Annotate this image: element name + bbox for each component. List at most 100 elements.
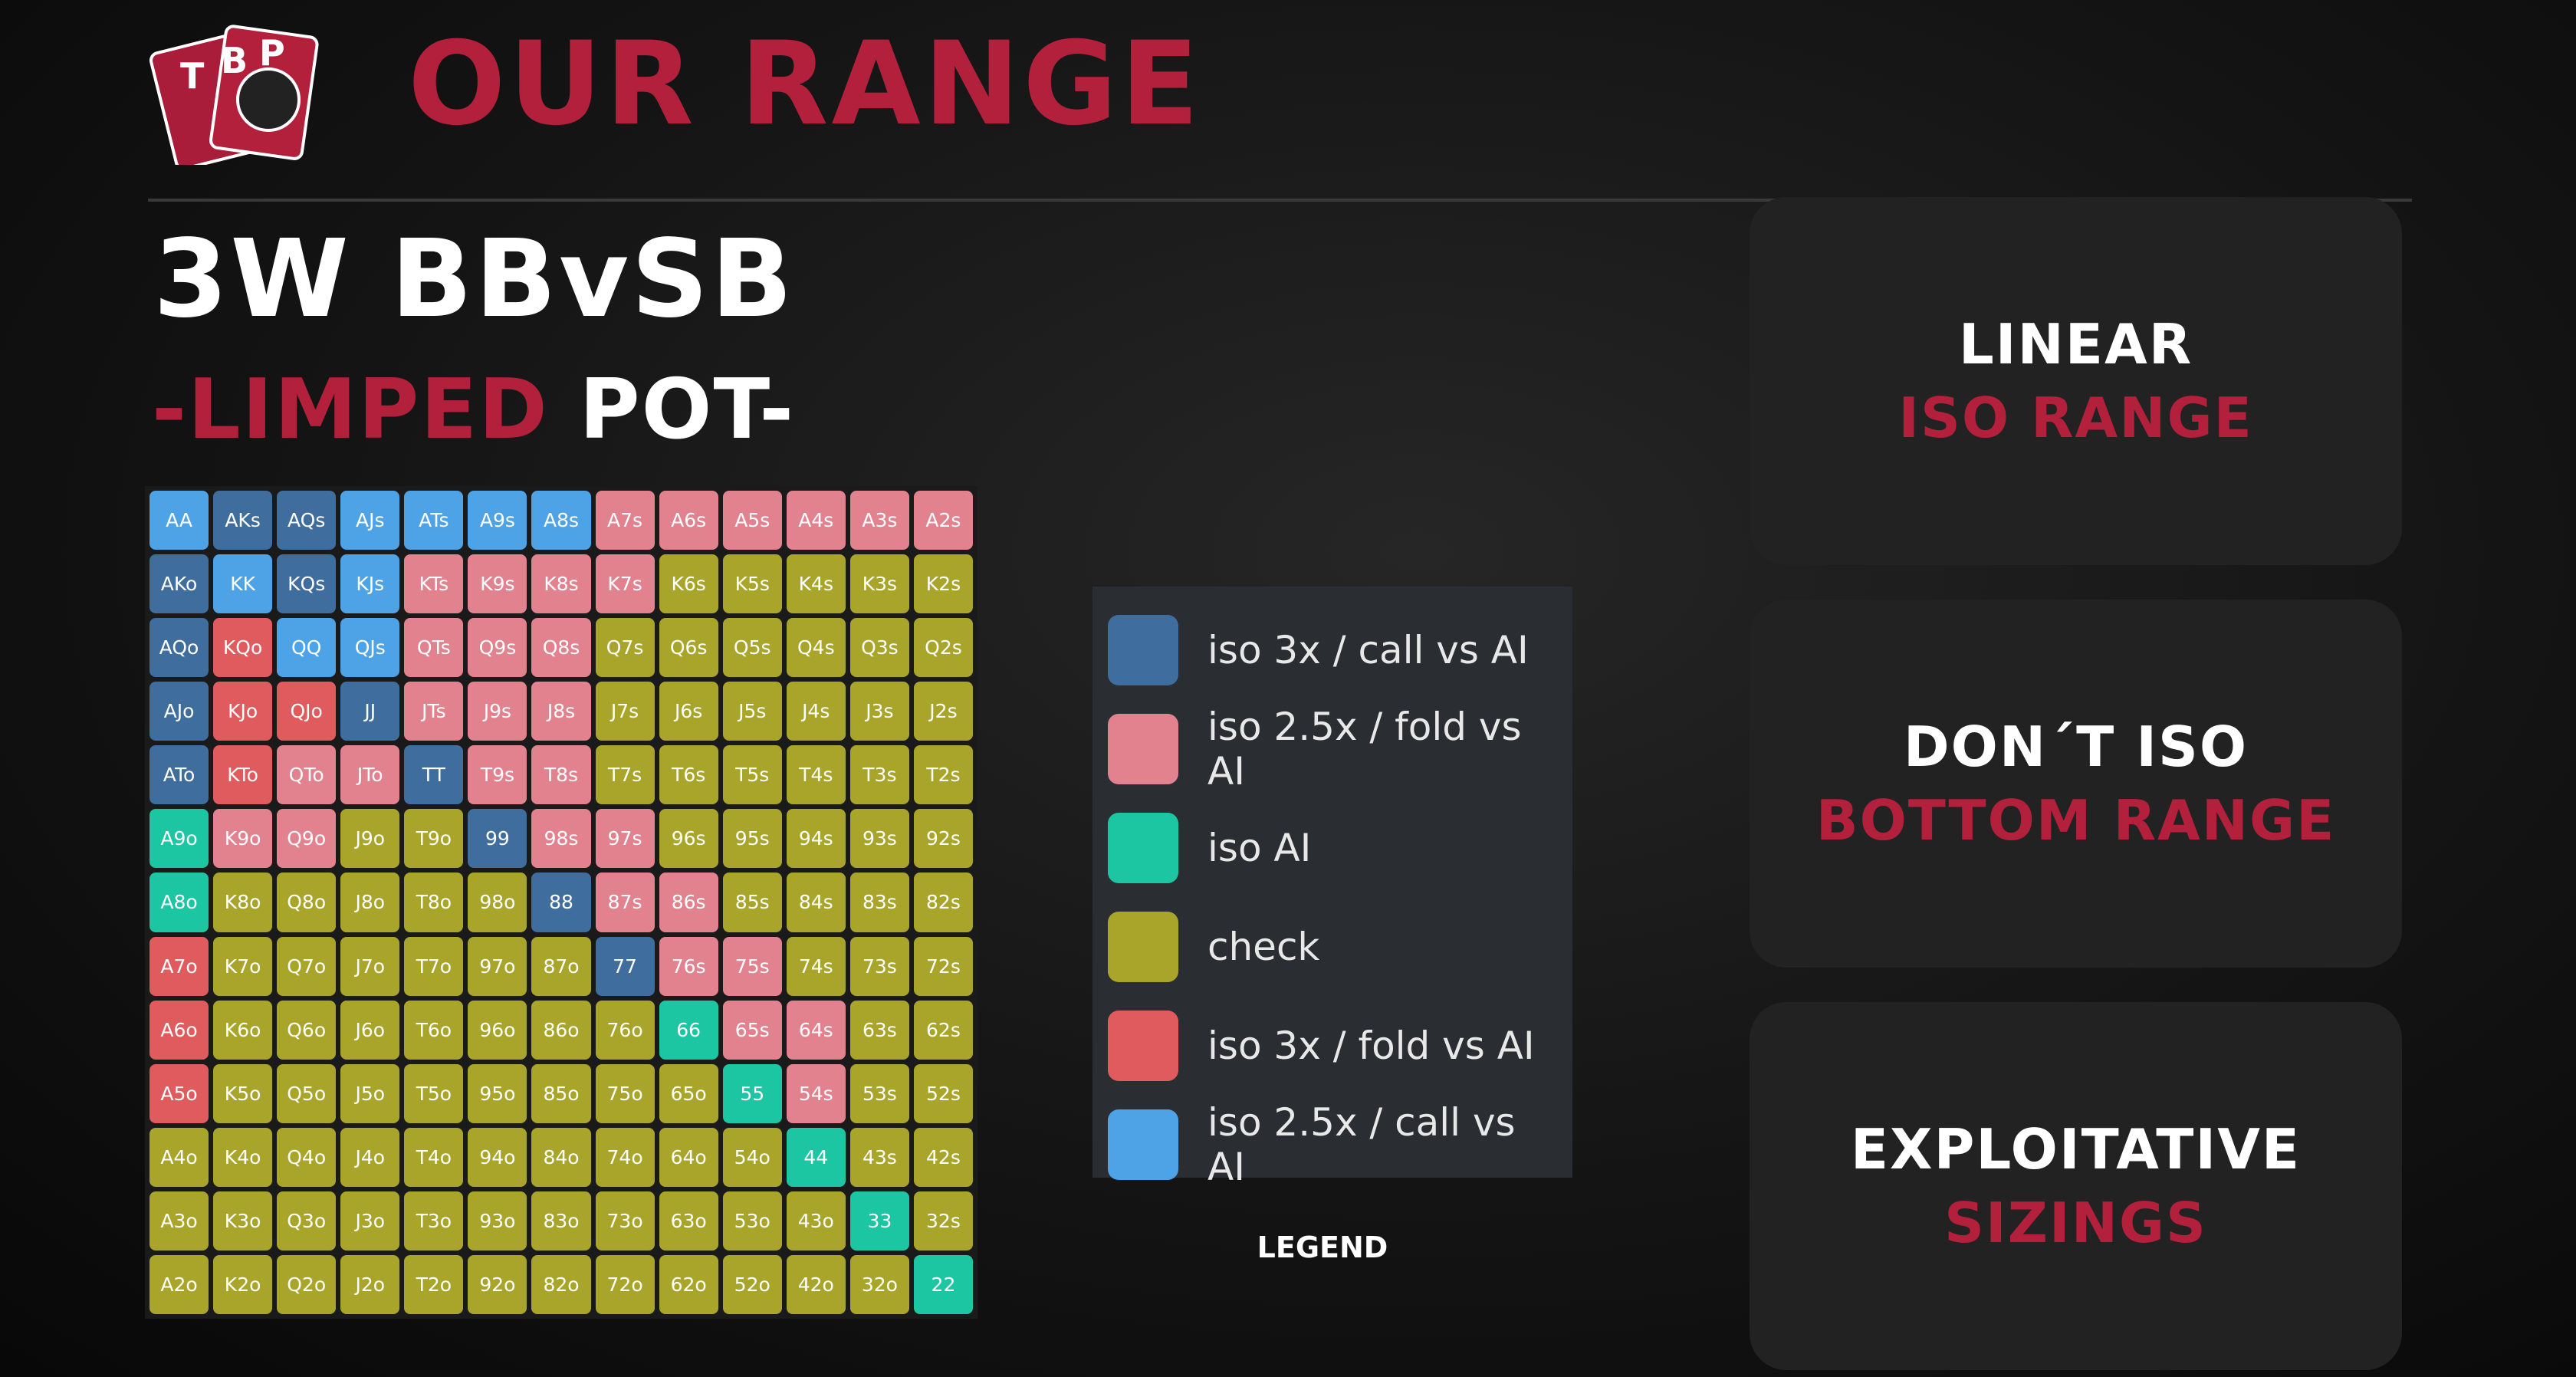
hand-cell: 75s (722, 936, 782, 996)
hand-cell: 93s (849, 809, 909, 869)
legend-item: iso 2.5x / fold vs AI (1108, 699, 1557, 798)
hand-cell: K6o (213, 1000, 273, 1060)
legend-swatch (1108, 614, 1178, 685)
legend-swatch (1108, 1109, 1178, 1180)
hand-cell: K7o (213, 936, 273, 996)
legend-item: iso 2.5x / call vs AI (1108, 1095, 1557, 1194)
hand-cell: J2s (913, 682, 973, 741)
hand-cell: 74s (786, 936, 846, 996)
hand-cell: Q6s (659, 618, 718, 678)
hand-cell: 77 (595, 936, 655, 996)
hand-cell: 95o (468, 1063, 527, 1123)
hand-cell: 54s (786, 1063, 846, 1123)
hand-cell: 33 (849, 1191, 909, 1250)
title: OUR RANGE (408, 18, 1202, 151)
hand-cell: 64s (786, 1000, 846, 1060)
hand-cell: A7s (595, 491, 655, 550)
hand-cell: 99 (468, 809, 527, 869)
hand-cell: K4s (786, 554, 846, 614)
card-line: LINEAR (1958, 312, 2193, 376)
hand-cell: K3o (213, 1191, 273, 1250)
logo-letter: P (259, 32, 285, 74)
hand-cell: KJo (213, 682, 273, 741)
hand-cell: 92s (913, 809, 973, 869)
hand-cell: A2o (150, 1254, 209, 1314)
hand-cell: J4o (340, 1127, 400, 1187)
hand-cell: 95s (722, 809, 782, 869)
legend-swatch (1108, 713, 1178, 784)
hand-cell: 83o (531, 1191, 591, 1250)
hand-cell: T9o (404, 809, 464, 869)
hand-cell: 52o (722, 1254, 782, 1314)
hand-cell: A4s (786, 491, 846, 550)
hand-cell: J6s (659, 682, 718, 741)
hand-cell: JTo (340, 745, 400, 805)
legend-item: check (1108, 897, 1557, 996)
hand-cell: Q6o (277, 1000, 337, 1060)
card-line: ISO RANGE (1898, 386, 2253, 450)
hand-cell: 87s (595, 873, 655, 932)
hand-cell: 66 (659, 1000, 718, 1060)
hand-cell: 32o (849, 1254, 909, 1314)
hand-cell: A5o (150, 1063, 209, 1123)
hand-cell: Q8s (531, 618, 591, 678)
hand-cell: T3s (849, 745, 909, 805)
hand-cell: J8o (340, 873, 400, 932)
hand-cell: A3s (849, 491, 909, 550)
logo: T B P (149, 25, 319, 165)
hand-cell: QJo (277, 682, 337, 741)
hand-cell: T2o (404, 1254, 464, 1314)
legend-title: LEGEND (1257, 1231, 1388, 1264)
hand-cell: 72s (913, 936, 973, 996)
hand-cell: TT (404, 745, 464, 805)
legend-label: iso AI (1208, 825, 1312, 870)
hand-cell: 98s (531, 809, 591, 869)
hand-cell: Q3o (277, 1191, 337, 1250)
hand-cell: J9o (340, 809, 400, 869)
hand-cell: AJs (340, 491, 400, 550)
hand-cell: T4s (786, 745, 846, 805)
hand-cell: 44 (786, 1127, 846, 1187)
hand-cell: T9s (468, 745, 527, 805)
hand-cell: K9o (213, 809, 273, 869)
hand-cell: 84o (531, 1127, 591, 1187)
hand-cell: T3o (404, 1191, 464, 1250)
hand-cell: 62o (659, 1254, 718, 1314)
hand-cell: 64o (659, 1127, 718, 1187)
card-line: BOTTOM RANGE (1815, 788, 2336, 853)
hand-cell: 82s (913, 873, 973, 932)
subtitle-part: -LIMPED (152, 362, 549, 458)
hand-cell: 43o (786, 1191, 846, 1250)
hand-cell: A4o (150, 1127, 209, 1187)
hand-cell: 53o (722, 1191, 782, 1250)
hand-cell: T6o (404, 1000, 464, 1060)
hand-cell: A5s (722, 491, 782, 550)
hand-cell: K5s (722, 554, 782, 614)
hand-cell: JJ (340, 682, 400, 741)
legend-item: iso 3x / fold vs AI (1108, 996, 1557, 1095)
legend-label: iso 2.5x / call vs AI (1208, 1099, 1516, 1189)
hand-cell: 42o (786, 1254, 846, 1314)
hand-cell: A7o (150, 936, 209, 996)
hand-cell: Q4s (786, 618, 846, 678)
hand-cell: 32s (913, 1191, 973, 1250)
hand-cell: AKs (213, 491, 273, 550)
card: EXPLOITATIVE SIZINGS (1750, 1002, 2402, 1370)
hand-cell: 52s (913, 1063, 973, 1123)
legend-swatch (1108, 1010, 1178, 1081)
hand-cell: 96o (468, 1000, 527, 1060)
hand-cell: A6o (150, 1000, 209, 1060)
hand-cell: AJo (150, 682, 209, 741)
hand-cell: Q7s (595, 618, 655, 678)
hand-cell: 83s (849, 873, 909, 932)
hand-cell: J9s (468, 682, 527, 741)
hand-cell: 65o (659, 1063, 718, 1123)
hand-cell: QTs (404, 618, 464, 678)
hand-cell: 55 (722, 1063, 782, 1123)
hand-cell: A6s (659, 491, 718, 550)
hand-cell: 76o (595, 1000, 655, 1060)
legend-item: iso AI (1108, 798, 1557, 897)
hand-cell: 74o (595, 1127, 655, 1187)
hand-cell: Q8o (277, 873, 337, 932)
hand-cell: T7o (404, 936, 464, 996)
